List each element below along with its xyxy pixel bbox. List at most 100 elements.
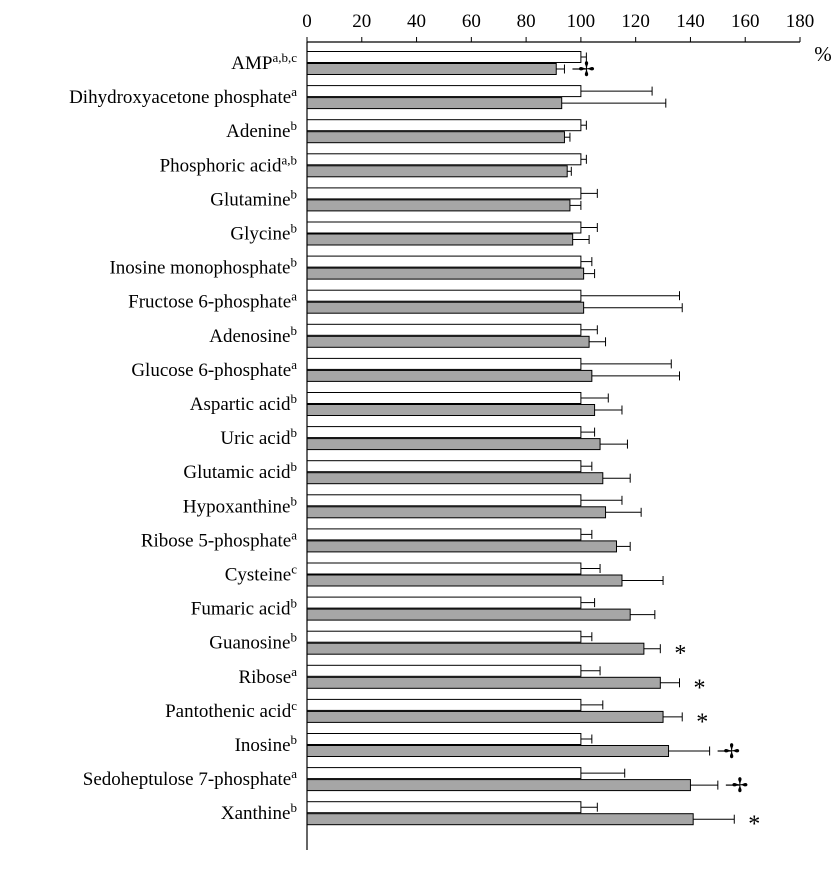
category-name: Inosine monophosphate [109, 258, 290, 279]
category-name: Xanthine [221, 803, 291, 824]
treated-bar [306, 506, 607, 519]
category-label: Fructose 6-phosphatea [128, 289, 297, 313]
category-name: AMP [231, 53, 272, 74]
x-tick-label: 180 [786, 11, 815, 32]
treated-bar [306, 779, 691, 792]
control-bar [306, 51, 582, 63]
treated-bar [306, 642, 645, 655]
category-name: Adenine [226, 121, 290, 142]
x-tick-label: 60 [462, 11, 481, 32]
category-label: Xanthineb [221, 800, 297, 824]
treated-bar [306, 813, 694, 826]
category-superscript: b [291, 732, 298, 747]
control-bar [306, 119, 582, 132]
category-superscript: b [291, 493, 298, 508]
category-superscript: b [291, 596, 298, 611]
category-superscript: a [291, 289, 297, 304]
treated-bar [306, 404, 596, 416]
control-bar [306, 664, 582, 677]
category-name: Fructose 6-phosphate [128, 292, 291, 313]
x-tick-label: 160 [731, 11, 760, 32]
category-superscript: b [291, 118, 298, 133]
category-superscript: b [291, 323, 298, 338]
category-superscript: b [291, 186, 298, 201]
control-bar [306, 733, 582, 745]
treated-bar [306, 438, 601, 451]
category-name: Inosine [235, 735, 291, 756]
treated-bar [306, 676, 661, 689]
control-bar [306, 460, 582, 473]
category-name: Pantothenic acid [165, 701, 292, 722]
category-superscript: b [291, 425, 298, 440]
treated-bar [306, 710, 664, 723]
category-label: Cysteinec [225, 562, 298, 586]
x-tick-label: 40 [407, 11, 426, 32]
control-bar [306, 801, 582, 814]
x-tick-label: 140 [676, 11, 705, 32]
treated-bar [306, 574, 623, 587]
control-bar [306, 357, 582, 370]
treated-bar [306, 301, 585, 314]
treated-bar [306, 131, 565, 144]
treated-bar [306, 745, 670, 757]
category-name: Glycine [230, 224, 290, 245]
control-bar [306, 596, 582, 609]
category-label: Inosineb [235, 732, 297, 756]
bars [306, 51, 735, 826]
treated-bar [306, 199, 571, 212]
category-name: Guanosine [209, 633, 290, 654]
category-name: Ribose 5-phosphate [141, 530, 291, 551]
category-label: Glucose 6-phosphatea [131, 357, 297, 381]
category-name: Fumaric acid [191, 599, 291, 620]
category-name: Dihydroxyacetone phosphate [69, 87, 291, 108]
category-superscript: a [291, 527, 297, 542]
category-label: AMPa,b,c [231, 50, 297, 74]
category-superscript: c [291, 562, 297, 577]
control-bar [306, 528, 582, 541]
significance-asterisk: * [674, 641, 686, 667]
category-superscript: a,b,c [272, 50, 297, 65]
significance-cross: ✢ [723, 741, 740, 763]
control-bar [306, 255, 582, 268]
category-superscript: b [291, 800, 298, 815]
category-label: Dihydroxyacetone phosphatea [69, 84, 297, 108]
x-tick-label: 0 [302, 11, 312, 32]
category-name: Adenosine [209, 326, 290, 347]
category-superscript: c [291, 698, 297, 713]
control-bar [306, 153, 582, 166]
treated-bar [306, 369, 593, 382]
treated-bar [306, 233, 574, 246]
category-superscript: b [291, 255, 298, 270]
category-name: Sedoheptulose 7-phosphate [83, 769, 291, 790]
category-label: Inosine monophosphateb [109, 255, 297, 279]
category-label: Glycineb [230, 221, 297, 245]
control-bar [306, 323, 582, 336]
category-superscript: a [291, 664, 297, 679]
category-label: Adenineb [226, 118, 297, 142]
category-superscript: a,b [281, 152, 297, 167]
x-unit-label: % [814, 42, 832, 66]
category-label: Adenosineb [209, 323, 297, 347]
category-label: Ribosea [238, 664, 297, 688]
control-bar [306, 630, 582, 643]
control-bar [306, 392, 582, 404]
control-bar [306, 494, 582, 507]
category-superscript: a [291, 357, 297, 372]
category-superscript: a [291, 84, 297, 99]
significance-marks: ✢***✢✢* [572, 59, 760, 838]
control-bar [306, 221, 582, 234]
significance-cross: ✢ [731, 775, 748, 797]
category-superscript: a [291, 766, 297, 781]
category-label: Glutamic acidb [183, 459, 297, 483]
category-label: Guanosineb [209, 630, 297, 654]
treated-bar [306, 540, 617, 553]
category-name: Phosphoric acid [160, 155, 282, 176]
significance-cross: ✢ [578, 59, 595, 81]
category-label: Sedoheptulose 7-phosphatea [83, 766, 297, 790]
category-label: Phosphoric acida,b [160, 152, 297, 176]
category-name: Ribose [238, 667, 291, 688]
category-name: Glutamine [210, 189, 290, 210]
category-superscript: b [291, 630, 298, 645]
